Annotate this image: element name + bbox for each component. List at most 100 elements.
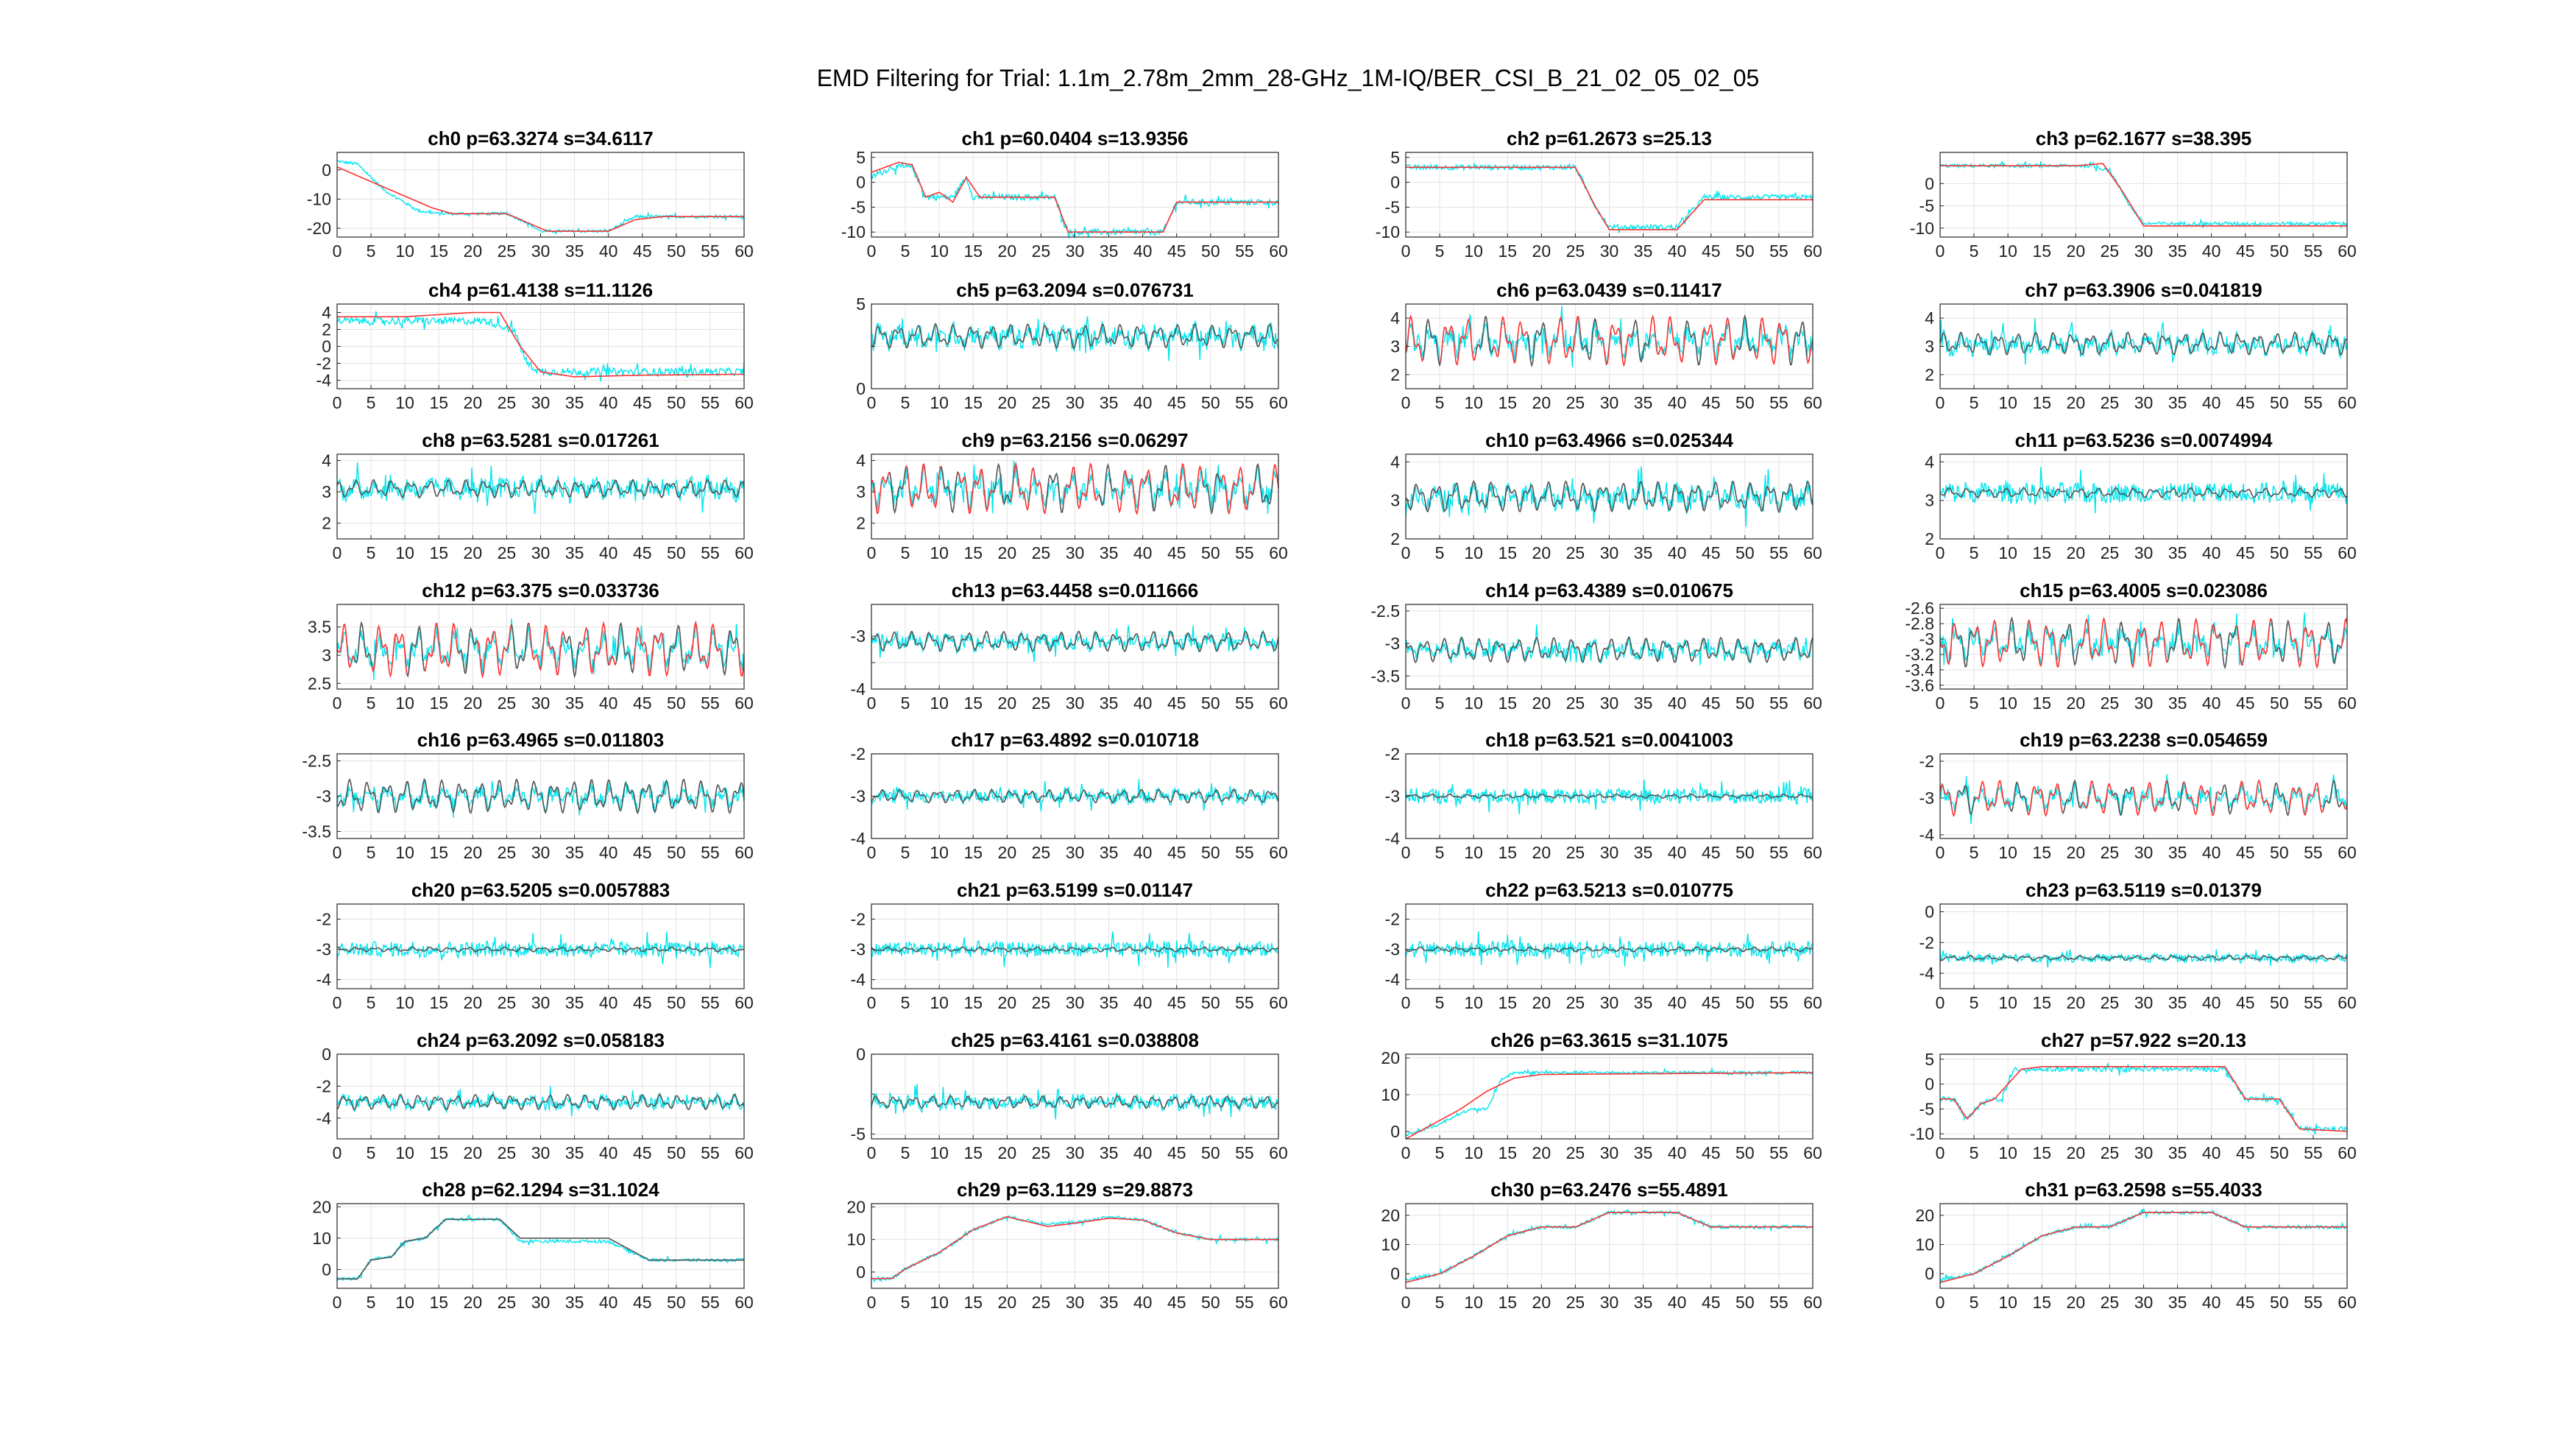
y-tick-label: -10 (841, 222, 866, 241)
filtered-series-line (1736, 314, 1755, 352)
panel-ch27: ch27 p=57.922 s=20.13 0 5 10 15 20 25 30 35 40 45 5… (1910, 1029, 2357, 1162)
y-tick-label: -3.6 (1905, 676, 1934, 695)
x-tick-label: 45 (633, 1143, 652, 1162)
x-tick-label: 5 (901, 1143, 910, 1162)
x-tick-label: 55 (1769, 393, 1788, 412)
x-tick-label: 20 (1532, 241, 1551, 261)
x-tick-label: 10 (1998, 843, 2017, 862)
x-tick-label: 0 (1401, 843, 1411, 862)
x-tick-label: 45 (633, 693, 652, 713)
filtered-series-line (2305, 782, 2325, 813)
x-tick-label: 60 (2338, 1293, 2357, 1312)
x-tick-label: 0 (333, 1143, 342, 1162)
y-tick-label: -2 (1919, 752, 1934, 771)
filtered-series-line (1045, 472, 1064, 513)
x-tick-label: 15 (429, 1143, 448, 1162)
y-tick-label: 0 (1925, 174, 1934, 193)
x-tick-label: 40 (1668, 993, 1687, 1012)
panel-ch29: ch29 p=63.1129 s=29.8873 0 5 10 15 20 25 30 35 40… (846, 1179, 1287, 1312)
panel-title: ch18 p=63.521 s=0.0041003 (1485, 729, 1733, 751)
panel-title: ch14 p=63.4389 s=0.010675 (1485, 579, 1733, 601)
x-tick-label: 50 (1735, 1143, 1755, 1162)
panel-ch14: ch14 p=63.4389 s=0.010675 0 5 10 15 20 25 30 35 4… (1370, 579, 1822, 713)
y-tick-label: 2 (322, 320, 331, 339)
y-tick-label: 10 (1381, 1085, 1400, 1104)
y-tick-label: -2.6 (1905, 599, 1934, 618)
y-tick-label: 0 (1925, 902, 1934, 921)
panel-ch22: ch22 p=63.5213 s=0.010775 0 5 10 15 20 25 30 35 4… (1385, 879, 1822, 1012)
x-tick-label: 45 (2236, 241, 2255, 261)
x-tick-label: 10 (930, 543, 949, 562)
x-tick-label: 0 (867, 843, 877, 862)
y-tick-label: -3 (851, 626, 866, 646)
x-tick-label: 50 (667, 1143, 686, 1162)
x-tick-label: 60 (735, 1293, 754, 1312)
x-tick-label: 35 (1634, 543, 1653, 562)
x-tick-label: 30 (531, 693, 551, 713)
filtered-series-line (337, 1218, 744, 1279)
x-tick-label: 50 (2270, 993, 2289, 1012)
x-tick-label: 55 (1769, 843, 1788, 862)
y-tick-label: -4 (1919, 825, 1935, 844)
y-tick-label: 2 (1390, 365, 1400, 384)
x-tick-label: 5 (367, 843, 376, 862)
x-tick-label: 10 (1998, 1293, 2017, 1312)
x-tick-label: 55 (2304, 693, 2323, 713)
y-tick-label: -3 (1385, 634, 1400, 653)
x-tick-label: 60 (1803, 693, 1822, 713)
x-tick-label: 10 (1998, 693, 2017, 713)
x-tick-label: 60 (1269, 241, 1288, 261)
x-tick-label: 50 (1201, 843, 1220, 862)
filtered-series-line (2305, 629, 2325, 670)
x-tick-label: 10 (395, 543, 414, 562)
x-tick-label: 35 (565, 693, 584, 713)
x-tick-label: 20 (998, 241, 1017, 261)
y-tick-label: -2 (316, 354, 331, 373)
y-tick-label: 2 (322, 514, 331, 533)
x-tick-label: 10 (1464, 993, 1483, 1012)
x-tick-label: 5 (1435, 543, 1445, 562)
x-tick-label: 10 (930, 1143, 949, 1162)
x-tick-label: 60 (1269, 843, 1288, 862)
filtered-series-line (2149, 621, 2168, 667)
x-tick-label: 5 (1435, 993, 1445, 1012)
x-tick-label: 40 (1133, 1143, 1153, 1162)
filtered-series-line (336, 1093, 745, 1111)
y-tick-label: 0 (856, 379, 866, 398)
panel-title: ch15 p=63.4005 s=0.023086 (2020, 579, 2268, 601)
x-tick-label: 45 (1167, 1143, 1186, 1162)
x-tick-label: 40 (2202, 241, 2221, 261)
x-tick-label: 0 (867, 1143, 877, 1162)
x-tick-label: 30 (1066, 1143, 1085, 1162)
x-tick-label: 55 (1235, 1143, 1254, 1162)
filtered-series-line (2114, 787, 2133, 816)
x-tick-label: 60 (1269, 993, 1288, 1012)
y-tick-label: 2 (1925, 365, 1934, 384)
y-tick-label: 4 (1390, 308, 1400, 328)
panel-title: ch12 p=63.375 s=0.033736 (422, 579, 659, 601)
x-tick-label: 35 (1100, 993, 1119, 1012)
x-tick-label: 45 (2236, 693, 2255, 713)
filtered-series-line (871, 1215, 1278, 1279)
x-tick-label: 25 (1566, 843, 1585, 862)
filtered-series-line (737, 647, 745, 677)
filtered-series-line (493, 624, 512, 677)
x-tick-label: 15 (429, 543, 448, 562)
y-tick-label: 0 (1925, 1075, 1934, 1094)
filtered-series-line (1527, 321, 1546, 368)
filtered-series-line (871, 472, 890, 515)
y-tick-label: 20 (1381, 1048, 1400, 1067)
x-tick-label: 10 (395, 693, 414, 713)
x-tick-label: 45 (2236, 843, 2255, 862)
x-tick-label: 60 (735, 241, 754, 261)
x-tick-label: 20 (2067, 241, 2086, 261)
panel-title: ch25 p=63.4161 s=0.038808 (951, 1029, 1199, 1051)
x-tick-label: 20 (1532, 993, 1551, 1012)
y-tick-label: 0 (322, 160, 331, 180)
filtered-series-line (1975, 780, 1993, 811)
x-tick-label: 10 (395, 843, 414, 862)
x-tick-label: 30 (2134, 1293, 2154, 1312)
x-tick-label: 5 (367, 393, 376, 412)
y-tick-label: 20 (312, 1197, 331, 1216)
x-tick-label: 55 (1235, 241, 1254, 261)
